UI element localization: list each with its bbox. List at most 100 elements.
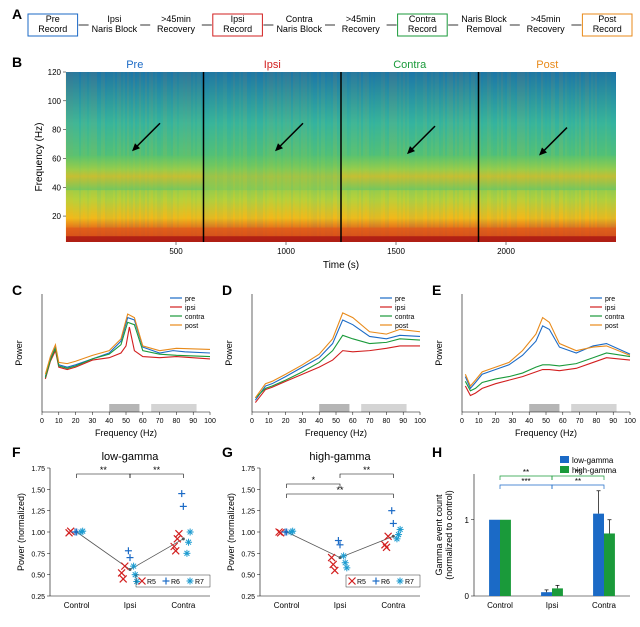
svg-text:pre: pre <box>605 296 615 303</box>
svg-text:Power: Power <box>14 340 24 366</box>
panel-label-b: B <box>12 54 22 70</box>
svg-text:Record: Record <box>223 24 252 34</box>
svg-text:20: 20 <box>72 418 80 425</box>
svg-text:Ipsi: Ipsi <box>231 14 245 24</box>
svg-text:Recovery: Recovery <box>157 24 196 34</box>
svg-text:10: 10 <box>475 418 483 425</box>
svg-text:1.75: 1.75 <box>31 466 45 473</box>
panel-e-psd: 0102030405060708090100Frequency (Hz)Powe… <box>432 286 638 438</box>
svg-text:post: post <box>395 323 408 330</box>
svg-text:10: 10 <box>265 418 273 425</box>
svg-text:Frequency (Hz): Frequency (Hz) <box>34 123 45 192</box>
svg-text:Control: Control <box>487 601 513 610</box>
svg-text:Recovery: Recovery <box>342 24 381 34</box>
svg-text:Contra: Contra <box>393 59 427 71</box>
svg-text:Ipsi: Ipsi <box>546 601 559 610</box>
svg-text:80: 80 <box>52 126 61 135</box>
svg-text:0.75: 0.75 <box>241 551 255 558</box>
svg-text:40: 40 <box>315 418 323 425</box>
svg-text:low-gamma: low-gamma <box>102 451 160 463</box>
svg-text:50: 50 <box>542 418 550 425</box>
svg-text:Pre: Pre <box>126 59 143 71</box>
svg-text:80: 80 <box>593 418 601 425</box>
svg-text:>45min: >45min <box>531 14 561 24</box>
svg-text:1.50: 1.50 <box>241 487 255 494</box>
panel-b-spectrogram: PreIpsiContraPost20406080100120Frequency… <box>30 54 630 278</box>
svg-text:1.00: 1.00 <box>31 530 45 537</box>
svg-text:100: 100 <box>414 418 426 425</box>
svg-text:Naris Block: Naris Block <box>276 24 322 34</box>
svg-text:contra: contra <box>395 314 415 321</box>
svg-text:1000: 1000 <box>277 247 295 256</box>
svg-text:low-gamma: low-gamma <box>572 456 614 465</box>
svg-text:Time (s): Time (s) <box>323 260 359 271</box>
svg-text:Recovery: Recovery <box>527 24 566 34</box>
svg-text:(normalized to control): (normalized to control) <box>444 490 454 580</box>
svg-text:post: post <box>185 323 198 330</box>
svg-text:40: 40 <box>52 183 61 192</box>
panel-d-psd: 0102030405060708090100Frequency (Hz)Powe… <box>222 286 428 438</box>
svg-text:Contra: Contra <box>286 14 313 24</box>
svg-text:60: 60 <box>139 418 147 425</box>
svg-text:Frequency (Hz): Frequency (Hz) <box>95 428 157 438</box>
svg-text:**: ** <box>363 465 371 475</box>
svg-text:60: 60 <box>349 418 357 425</box>
svg-text:Contra: Contra <box>171 601 196 610</box>
svg-text:90: 90 <box>399 418 407 425</box>
panel-c-psd: 0102030405060708090100Frequency (Hz)Powe… <box>12 286 218 438</box>
svg-text:contra: contra <box>605 314 625 321</box>
svg-text:**: ** <box>575 477 581 486</box>
svg-text:30: 30 <box>299 418 307 425</box>
svg-text:R5: R5 <box>147 579 156 586</box>
svg-text:Control: Control <box>64 601 90 610</box>
svg-text:ipsi: ipsi <box>605 305 616 312</box>
svg-text:Record: Record <box>593 24 622 34</box>
svg-text:Ipsi: Ipsi <box>124 601 137 610</box>
svg-text:120: 120 <box>48 68 62 77</box>
svg-text:20: 20 <box>282 418 290 425</box>
svg-text:Removal: Removal <box>466 24 502 34</box>
panel-h-bars: 01Gamma event count(normalized to contro… <box>432 448 638 622</box>
svg-text:0.25: 0.25 <box>241 594 255 601</box>
svg-text:ipsi: ipsi <box>185 305 196 312</box>
svg-text:**: ** <box>575 468 581 477</box>
panel-f-scatter: low-gamma0.250.500.751.001.251.501.75Pow… <box>12 448 218 622</box>
svg-text:100: 100 <box>624 418 636 425</box>
svg-text:Contra: Contra <box>409 14 436 24</box>
svg-text:90: 90 <box>609 418 617 425</box>
panel-label-a: A <box>12 6 22 22</box>
svg-text:Power (normalized): Power (normalized) <box>226 493 236 571</box>
svg-text:contra: contra <box>185 314 205 321</box>
svg-text:Frequency (Hz): Frequency (Hz) <box>515 428 577 438</box>
svg-text:50: 50 <box>332 418 340 425</box>
svg-text:0.75: 0.75 <box>31 551 45 558</box>
svg-text:Ipsi: Ipsi <box>264 59 281 71</box>
svg-text:80: 80 <box>383 418 391 425</box>
svg-text:30: 30 <box>89 418 97 425</box>
svg-text:Ipsi: Ipsi <box>107 14 121 24</box>
svg-text:1.00: 1.00 <box>241 530 255 537</box>
svg-text:>45min: >45min <box>346 14 376 24</box>
svg-text:20: 20 <box>492 418 500 425</box>
svg-text:70: 70 <box>156 418 164 425</box>
svg-text:20: 20 <box>52 212 61 221</box>
svg-text:1500: 1500 <box>387 247 405 256</box>
panel-a-flow: PreRecordIpsiNaris Block>45minRecoveryIp… <box>26 8 634 44</box>
svg-text:10: 10 <box>55 418 63 425</box>
svg-text:Naris Block: Naris Block <box>92 24 138 34</box>
svg-text:60: 60 <box>52 154 61 163</box>
svg-text:Ipsi: Ipsi <box>334 601 347 610</box>
svg-text:0: 0 <box>250 418 254 425</box>
svg-text:100: 100 <box>48 97 62 106</box>
svg-text:70: 70 <box>366 418 374 425</box>
svg-text:high-gamma: high-gamma <box>309 451 371 463</box>
svg-text:**: ** <box>153 465 161 475</box>
svg-text:0: 0 <box>40 418 44 425</box>
svg-text:1.25: 1.25 <box>31 509 45 516</box>
svg-text:Gamma event count: Gamma event count <box>434 494 444 576</box>
svg-text:Power (normalized): Power (normalized) <box>16 493 26 571</box>
svg-text:**: ** <box>336 485 344 495</box>
svg-text:30: 30 <box>509 418 517 425</box>
svg-text:40: 40 <box>105 418 113 425</box>
svg-text:500: 500 <box>169 247 183 256</box>
